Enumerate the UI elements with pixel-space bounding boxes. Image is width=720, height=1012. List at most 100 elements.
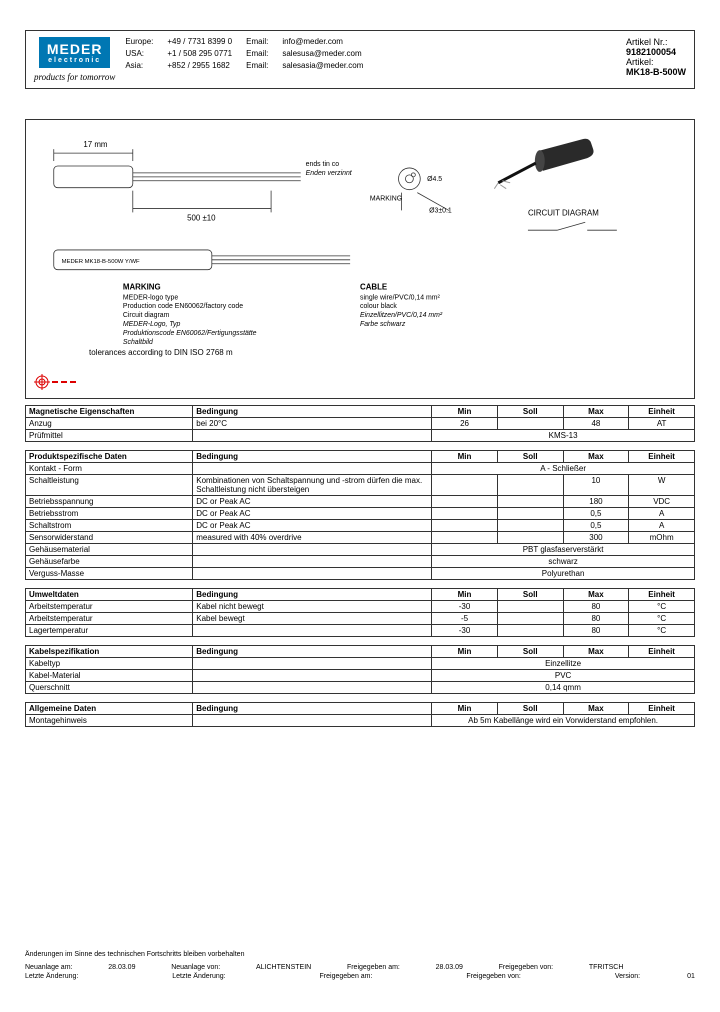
row-value: VDC <box>629 496 695 508</box>
email-col: info@meder.com salesusa@meder.com salesa… <box>282 37 363 82</box>
table-row: Kabel-MaterialPVC <box>26 670 695 682</box>
row-label: Schaltleistung <box>26 475 193 496</box>
row-value: 26 <box>432 418 498 430</box>
row-label: Schaltstrom <box>26 520 193 532</box>
article-name: MK18-B-500W <box>626 67 686 77</box>
row-value: W <box>629 475 695 496</box>
phone-col: +49 / 7731 8399 0 +1 / 508 295 0771 +852… <box>167 37 232 82</box>
email: salesasia@meder.com <box>282 61 363 70</box>
row-value <box>497 508 563 520</box>
dia-45: Ø4.5 <box>427 176 442 183</box>
table-header: Einheit <box>629 451 695 463</box>
table-row: BetriebsstromDC or Peak AC0,5A <box>26 508 695 520</box>
row-label: Verguss-Masse <box>26 568 193 580</box>
target-icon <box>34 374 84 392</box>
logo-sub: electronic <box>47 57 103 64</box>
row-condition: Kabel nicht bewegt <box>193 601 432 613</box>
row-value: 300 <box>563 532 629 544</box>
row-span-value: 0,14 qmm <box>432 682 695 694</box>
table-header: Bedingung <box>193 406 432 418</box>
row-span-value: A - Schließer <box>432 463 695 475</box>
row-value: -30 <box>432 625 498 637</box>
region-label: Europe: <box>125 37 153 46</box>
logo-block: MEDER electronic products for tomorrow <box>34 37 115 82</box>
row-value: A <box>629 520 695 532</box>
table-header: Allgemeine Daten <box>26 703 193 715</box>
table-header: Magnetische Eigenschaften <box>26 406 193 418</box>
row-value <box>497 601 563 613</box>
table-row: BetriebsspannungDC or Peak AC180VDC <box>26 496 695 508</box>
table-row: Querschnitt0,14 qmm <box>26 682 695 694</box>
row-value: 48 <box>563 418 629 430</box>
row-value <box>497 532 563 544</box>
row-value <box>432 520 498 532</box>
row-value: 80 <box>563 625 629 637</box>
company-logo: MEDER electronic <box>39 37 111 68</box>
released-on-label: Freigegeben am: <box>347 964 400 971</box>
technical-drawing: 17 mm ends tin co Enden verzinnt 500 ±10… <box>25 119 695 399</box>
row-span-value: Polyurethan <box>432 568 695 580</box>
article-nr-label: Artikel Nr.: <box>626 37 686 47</box>
row-value: A <box>629 508 695 520</box>
phone: +49 / 7731 8399 0 <box>167 37 232 46</box>
email: salesusa@meder.com <box>282 49 363 58</box>
svg-text:Einzellitzen/PVC/0,14 mm²: Einzellitzen/PVC/0,14 mm² <box>360 312 443 319</box>
table-header: Min <box>432 646 498 658</box>
table-row: Kontakt - Form A - Schließer <box>26 463 695 475</box>
released-by: TFRITSCH <box>589 964 624 971</box>
row-value <box>497 613 563 625</box>
row-value: 80 <box>563 613 629 625</box>
row-span-value: KMS-13 <box>432 430 695 442</box>
row-value <box>497 475 563 496</box>
email-label-col: Email: Email: Email: <box>246 37 268 82</box>
table-header: Bedingung <box>193 451 432 463</box>
sensor-label: MEDER MK18-B-500W Y/WF <box>62 259 140 265</box>
table-row: Verguss-Masse Polyurethan <box>26 568 695 580</box>
cable-table: KabelspezifikationBedingungMinSollMaxEin… <box>25 645 695 694</box>
row-value: 180 <box>563 496 629 508</box>
svg-text:Schaltbild: Schaltbild <box>123 339 154 346</box>
row-label: Kontakt - Form <box>26 463 193 475</box>
row-value: AT <box>629 418 695 430</box>
released-by-label: Freigegeben von: <box>499 964 553 971</box>
released-on: 28.03.09 <box>436 964 463 971</box>
table-header: Min <box>432 703 498 715</box>
tagline: products for tomorrow <box>34 72 115 82</box>
gen-table: Allgemeine DatenBedingungMinSollMaxEinhe… <box>25 702 695 727</box>
sensor-3d-icon <box>494 139 593 189</box>
row-value: °C <box>629 613 695 625</box>
header-box: MEDER electronic products for tomorrow E… <box>25 30 695 89</box>
table-header: Soll <box>497 451 563 463</box>
row-value <box>432 508 498 520</box>
table-header: Einheit <box>629 406 695 418</box>
row-span-value: Ab 5m Kabellänge wird ein Vorwiderstand … <box>432 715 695 727</box>
table-header: Min <box>432 589 498 601</box>
env-table: UmweltdatenBedingungMinSollMaxEinheitArb… <box>25 588 695 637</box>
row-label: Montagehinweis <box>26 715 193 727</box>
row-condition: Kombinationen von Schaltspannung und -st… <box>193 475 432 496</box>
region-col: Europe: USA: Asia: <box>125 37 153 82</box>
row-condition: measured with 40% overdrive <box>193 532 432 544</box>
table-row: PrüfmittelKMS-13 <box>26 430 695 442</box>
drawing-svg: 17 mm ends tin co Enden verzinnt 500 ±10… <box>34 130 686 360</box>
row-value: °C <box>629 625 695 637</box>
version: 01 <box>687 973 695 980</box>
row-value: °C <box>629 601 695 613</box>
email-label: Email: <box>246 61 268 70</box>
footer: Änderungen im Sinne des technischen Fort… <box>25 951 695 982</box>
circuit-label: CIRCUIT DIAGRAM <box>528 208 599 217</box>
row-value <box>497 418 563 430</box>
table-header: Soll <box>497 703 563 715</box>
table-header: Kabelspezifikation <box>26 646 193 658</box>
created-on: 28.03.09 <box>108 964 135 971</box>
row-condition: DC or Peak AC <box>193 520 432 532</box>
row-label: Gehäusefarbe <box>26 556 193 568</box>
article-label: Artikel: <box>626 57 686 67</box>
table-row: Anzugbei 20°C2648AT <box>26 418 695 430</box>
table-row: Gehäusefarbeschwarz <box>26 556 695 568</box>
svg-text:MEDER-Logo, Typ: MEDER-Logo, Typ <box>123 321 181 328</box>
row-value: 80 <box>563 601 629 613</box>
row-label: Anzug <box>26 418 193 430</box>
table-header: Soll <box>497 406 563 418</box>
table-row: ArbeitstemperaturKabel bewegt-580°C <box>26 613 695 625</box>
